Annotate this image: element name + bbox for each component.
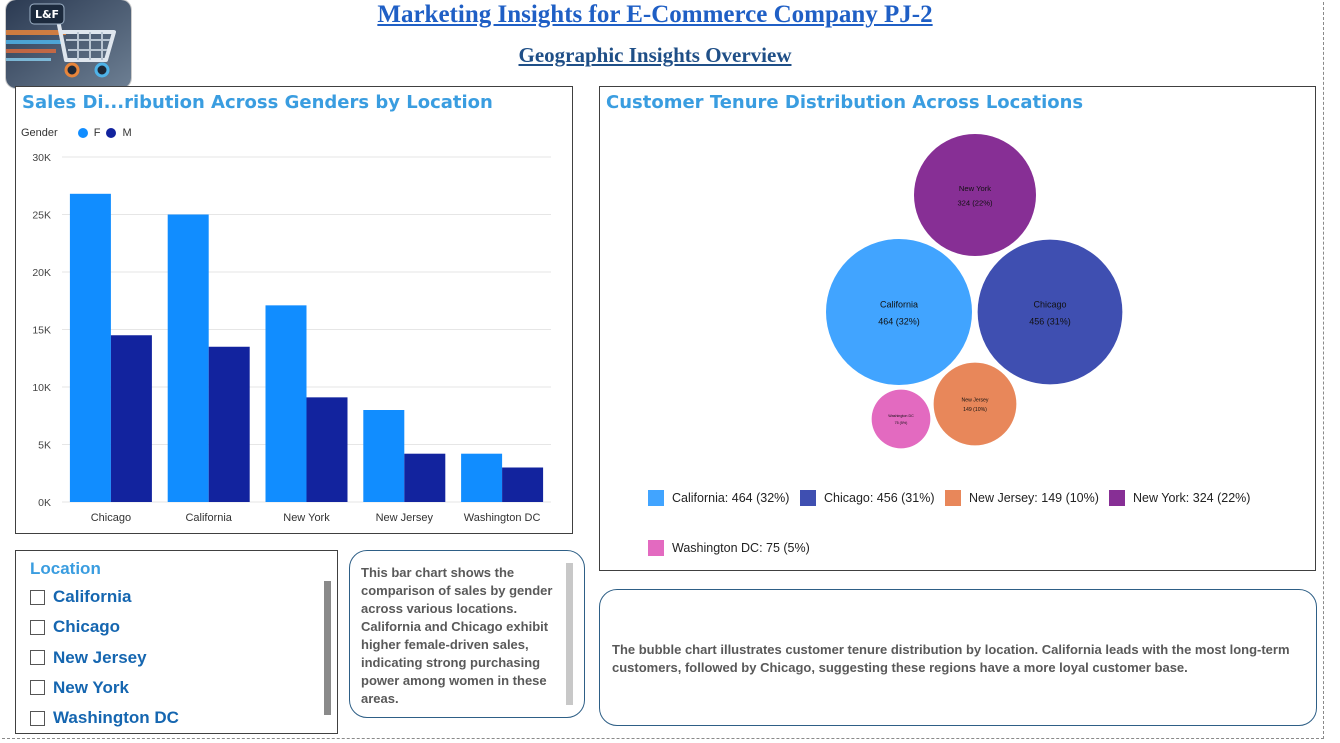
- bar-m-california[interactable]: [208, 346, 250, 502]
- legend-swatch: [1109, 490, 1125, 506]
- slicer-item-label: Chicago: [53, 617, 121, 637]
- bar-note-scrollbar[interactable]: [566, 563, 573, 705]
- x-tick-label: New York: [283, 512, 330, 524]
- x-tick-label: California: [185, 512, 232, 524]
- bubble-value-label: 464 (32%): [878, 317, 920, 327]
- slicer-item-california[interactable]: California: [30, 587, 131, 607]
- bubble-note-box: The bubble chart illustrates customer te…: [599, 589, 1317, 726]
- bubble-legend-item: New Jersey: 149 (10%): [945, 490, 1099, 506]
- x-tick-label: Chicago: [91, 512, 131, 524]
- page-title-text: Marketing Insights for E-Commerce Compan…: [377, 1, 933, 28]
- bar-m-washington-dc[interactable]: [502, 467, 544, 503]
- bubble-washington-dc[interactable]: [871, 389, 931, 449]
- y-tick-label: 0K: [38, 497, 51, 509]
- bar-f-chicago[interactable]: [69, 193, 111, 503]
- bar-chart: 0K 5K 10K 15K 20K 25K 30K Chicago California New …: [32, 152, 551, 524]
- bar-f-washington-dc[interactable]: [461, 453, 503, 502]
- bubble-value-label: 149 (10%): [963, 407, 987, 413]
- legend-label: New Jersey: 149 (10%): [969, 491, 1099, 505]
- legend-f-dot: [77, 128, 88, 138]
- bar-chart-legend: Gender F M: [21, 127, 132, 139]
- x-tick-label: Washington DC: [464, 512, 541, 524]
- slicer-item-chicago[interactable]: Chicago: [30, 617, 120, 637]
- checkbox[interactable]: [30, 650, 45, 666]
- bubble-chart-title: Customer Tenure Distribution Across Loca…: [606, 92, 1084, 113]
- slicer-item-label: Washington DC: [53, 708, 179, 728]
- bar-f-new-york[interactable]: [265, 305, 307, 502]
- checkbox[interactable]: [30, 589, 45, 605]
- legend-label: New York: 324 (22%): [1133, 491, 1251, 505]
- logo: L&F: [6, 0, 131, 88]
- bar-note-box: This bar chart shows the comparison of s…: [349, 550, 585, 718]
- bar-m-chicago[interactable]: [110, 335, 152, 502]
- legend-title: Gender: [21, 127, 58, 139]
- bubble-label: Washington DC: [888, 414, 914, 418]
- bubble-label: New Jersey: [962, 397, 989, 403]
- bubble-chart: California 464 (32%) Chicago 456 (31%) New J…: [826, 133, 1123, 449]
- slicer-item-new-york[interactable]: New York: [30, 678, 129, 698]
- legend-label: California: 464 (32%): [672, 491, 790, 505]
- bubble-chart-panel: Customer Tenure Distribution Across Loca…: [599, 86, 1316, 571]
- legend-label: Washington DC: 75 (5%): [672, 541, 810, 555]
- bubble-label: New York: [959, 184, 991, 193]
- slicer-title: Location: [30, 559, 101, 578]
- slicer-item-new-jersey[interactable]: New Jersey: [30, 648, 147, 668]
- y-tick-label: 15K: [32, 325, 51, 337]
- bubble-note-text: The bubble chart illustrates customer te…: [612, 642, 1290, 675]
- bubble-value-label: 75 (5%): [895, 421, 908, 425]
- bubble-chicago[interactable]: [977, 239, 1123, 385]
- bubble-legend-item: New York: 324 (22%): [1109, 490, 1250, 506]
- location-slicer: Location California Chicago New Jersey New …: [15, 550, 338, 734]
- bar-f-new-jersey[interactable]: [363, 410, 405, 502]
- bubble-california[interactable]: [826, 239, 972, 385]
- bubble-legend-item: Chicago: 456 (31%): [800, 490, 934, 506]
- bubble-legend-item: California: 464 (32%): [648, 490, 789, 506]
- y-tick-label: 30K: [32, 152, 51, 164]
- bar-chart-panel: Sales Di...ribution Across Genders by Lo…: [15, 86, 573, 534]
- legend-swatch: [648, 540, 664, 556]
- bar-chart-title: Sales Di...ribution Across Genders by Lo…: [22, 92, 493, 113]
- slicer-item-label: New Jersey: [53, 647, 147, 667]
- legend-swatch: [945, 490, 961, 506]
- bar-note-text: This bar chart shows the comparison of s…: [361, 565, 553, 706]
- x-tick-label: New Jersey: [376, 512, 434, 524]
- bubble-label: Chicago: [1033, 300, 1066, 310]
- bubble-value-label: 456 (31%): [1029, 317, 1071, 327]
- page-subtitle: Geographic Insights Overview: [518, 43, 792, 67]
- bubble-value-label: 324 (22%): [957, 199, 993, 208]
- checkbox[interactable]: [30, 619, 45, 635]
- checkbox[interactable]: [30, 680, 45, 696]
- bar-m-new-jersey[interactable]: [404, 453, 446, 502]
- page-title: Marketing Insights for E-Commerce Compan…: [0, 0, 1310, 29]
- checkbox[interactable]: [30, 710, 45, 726]
- bubble-new-jersey[interactable]: [933, 362, 1017, 446]
- y-tick-label: 5K: [38, 440, 51, 452]
- bubble-new-york[interactable]: [913, 133, 1037, 257]
- svg-text:L&F: L&F: [35, 8, 59, 21]
- legend-label: Chicago: 456 (31%): [824, 491, 935, 505]
- legend-swatch: [648, 490, 664, 506]
- slicer-item-washington-dc[interactable]: Washington DC: [30, 708, 179, 728]
- bar-m-new-york[interactable]: [306, 397, 348, 502]
- bubble-legend-item: Washington DC: 75 (5%): [648, 540, 810, 556]
- bar-f-california[interactable]: [167, 214, 209, 503]
- legend-m-dot: [106, 128, 117, 138]
- legend-swatch: [800, 490, 816, 506]
- slicer-item-label: New York: [53, 677, 129, 697]
- legend-f-label: F: [93, 127, 101, 139]
- bubble-label: California: [880, 300, 918, 310]
- y-tick-label: 20K: [32, 267, 51, 279]
- y-tick-label: 10K: [32, 382, 51, 394]
- legend-m-label: M: [122, 127, 132, 139]
- y-tick-label: 25K: [32, 210, 51, 222]
- slicer-item-label: California: [53, 587, 132, 606]
- slicer-scrollbar[interactable]: [324, 581, 331, 715]
